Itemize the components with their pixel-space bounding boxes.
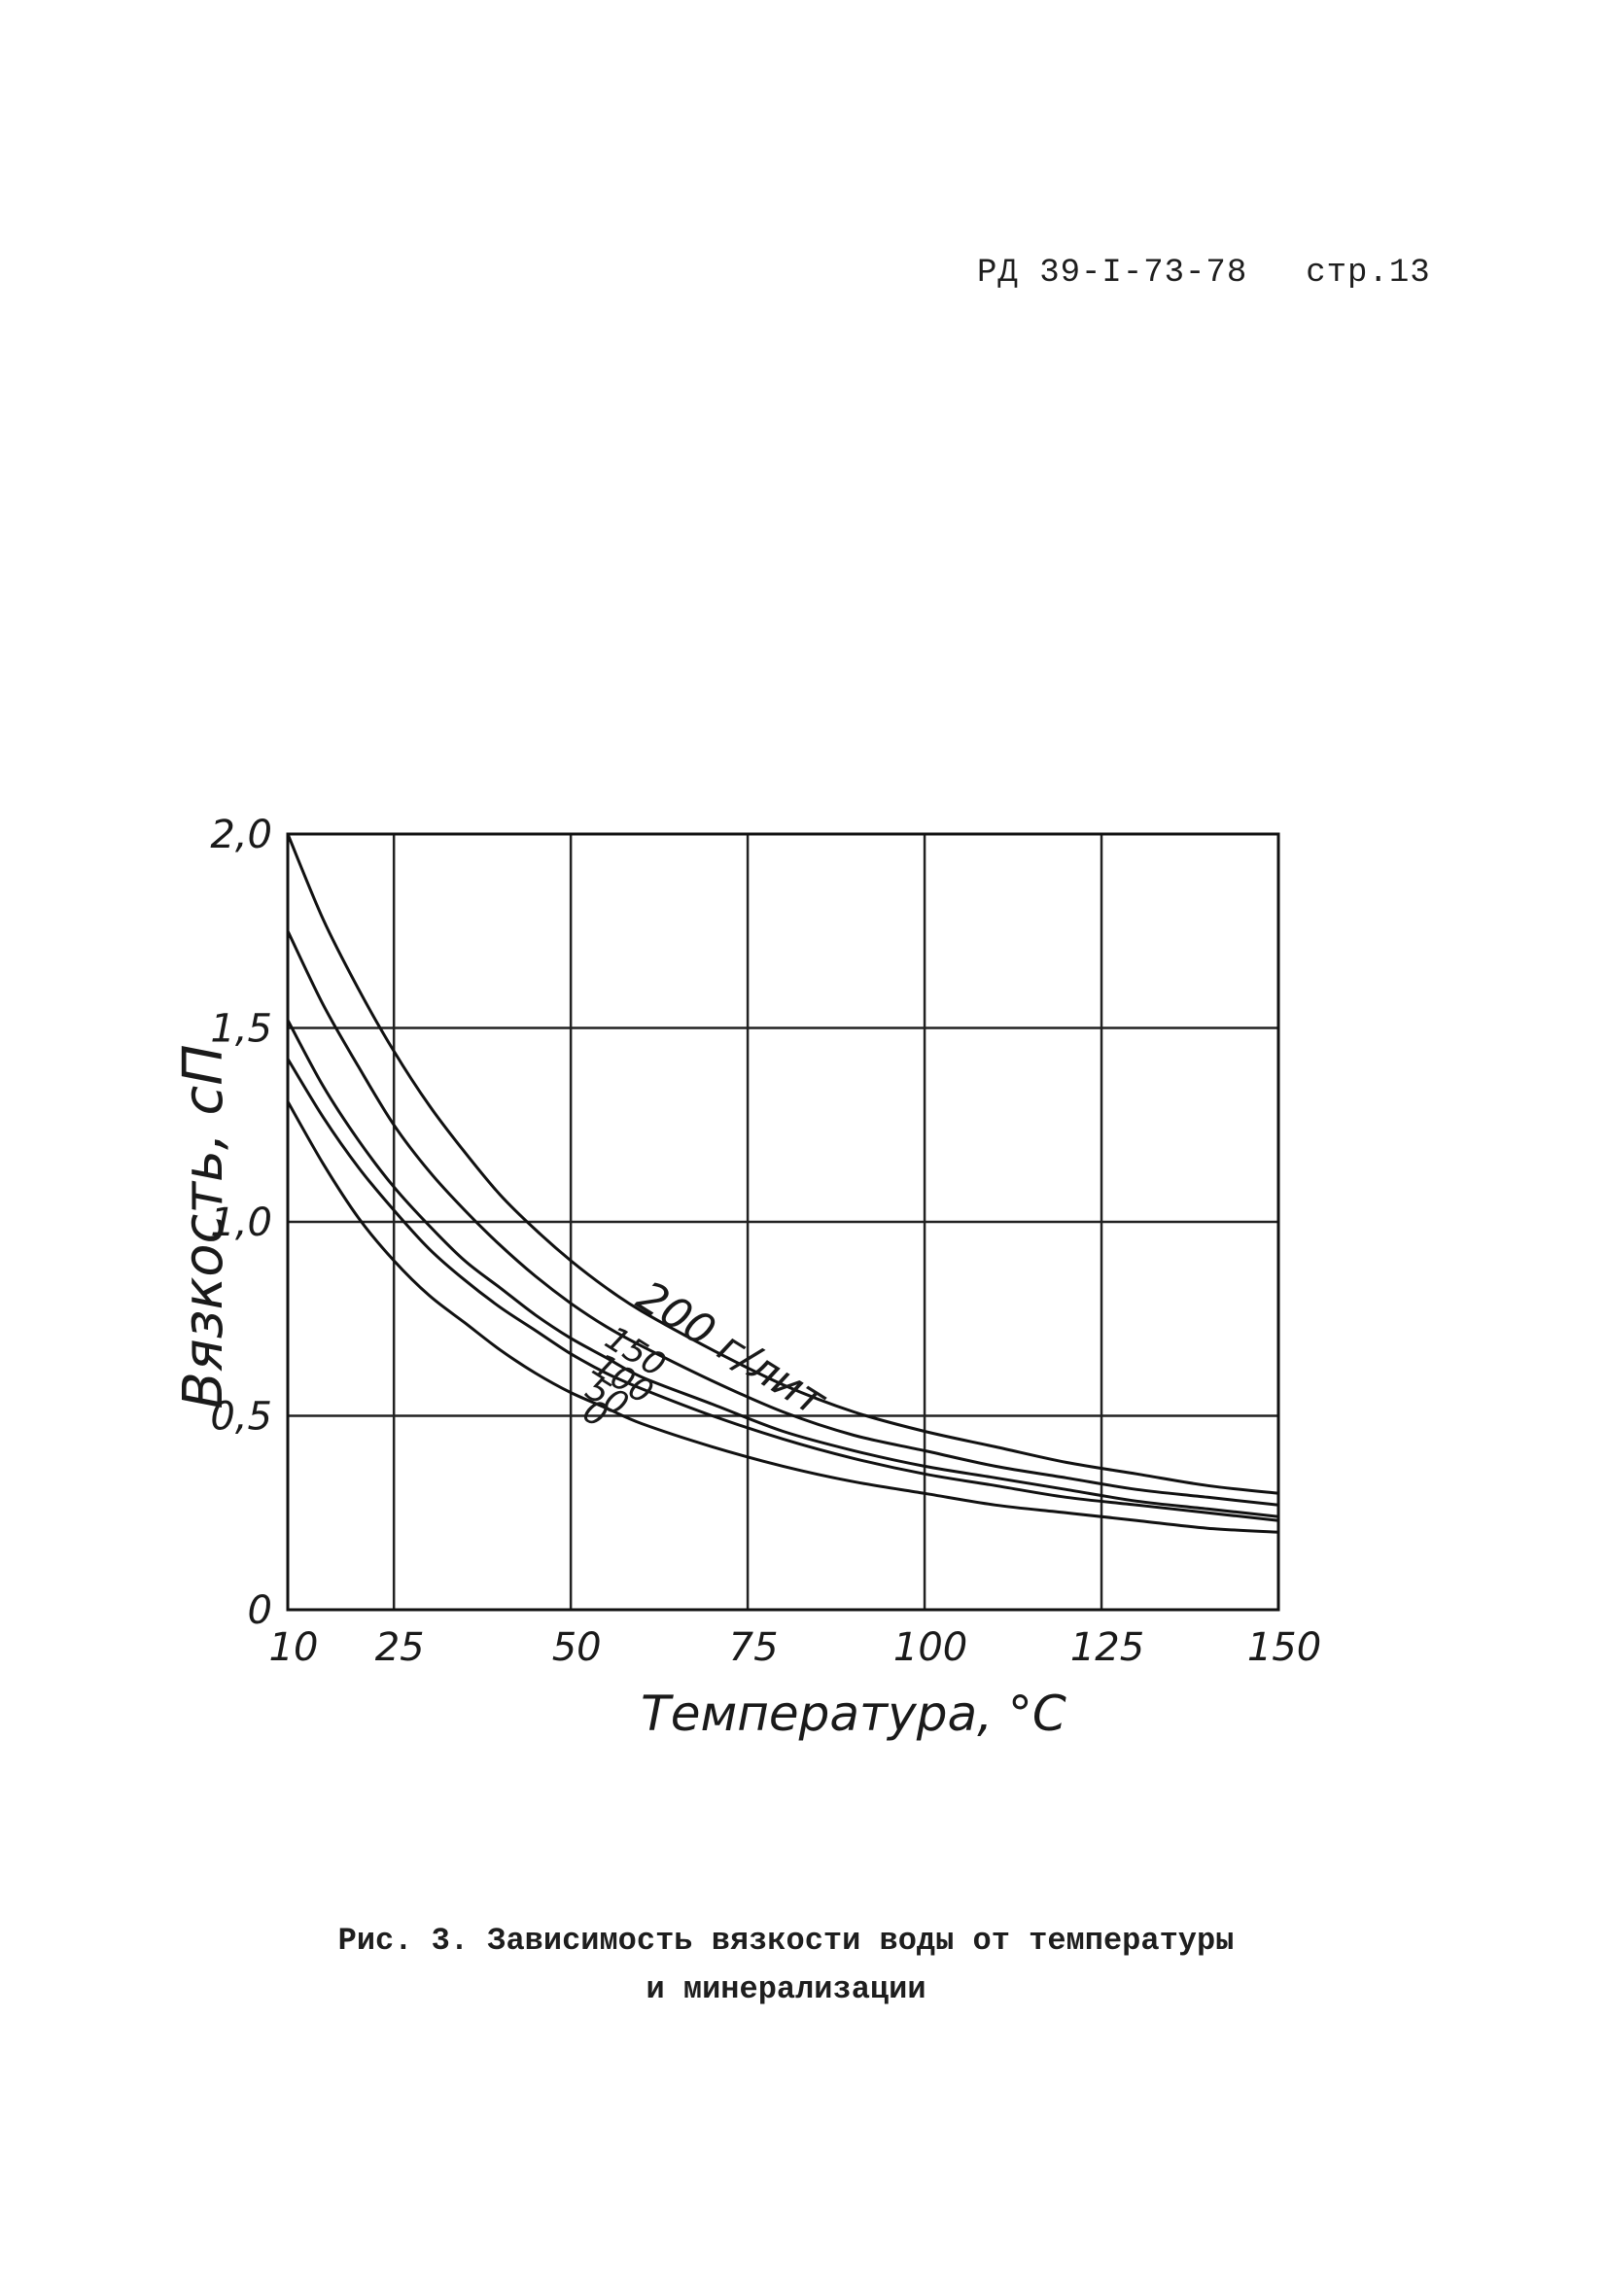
x-tick-label: 25 — [375, 1625, 425, 1670]
series-line-3 — [286, 1058, 1279, 1522]
series-line-2 — [286, 1019, 1279, 1518]
x-tick-label: 125 — [1070, 1625, 1144, 1670]
series-line-0 — [286, 833, 1279, 1495]
x-axis-label: Температура, °С — [641, 1686, 1066, 1742]
chart-curves — [286, 833, 1279, 1534]
figure-caption: Рис. 3. Зависимость вязкости воды от тем… — [0, 1917, 1607, 2014]
y-tick-label: 2,0 — [210, 813, 272, 857]
x-tick-label: 10 — [269, 1625, 319, 1670]
x-tick-label: 50 — [552, 1625, 602, 1670]
plot-frame — [286, 832, 1280, 1612]
y-axis-label: Вязкость, сП — [172, 1045, 235, 1409]
x-tick-label: 150 — [1247, 1625, 1321, 1670]
x-tick-label: 100 — [893, 1625, 967, 1670]
y-tick-label: 0,5 — [210, 1395, 272, 1440]
page-number: стр.13 — [1306, 255, 1431, 292]
document-id: РД 39-I-73-78 — [977, 255, 1248, 292]
caption-line-1: Рис. 3. Зависимость вязкости воды от тем… — [337, 1923, 1235, 1959]
x-tick-label: 75 — [729, 1625, 779, 1670]
y-tick-label: 1,5 — [210, 1007, 272, 1052]
chart-grid — [288, 834, 1278, 1610]
y-tick-label: 1,0 — [210, 1200, 272, 1245]
document-header: РД 39-I-73-78 стр.13 — [977, 255, 1431, 292]
series-line-1 — [286, 930, 1279, 1507]
y-tick-labels: 0 0,5 1,0 1,5 2,0 — [210, 813, 272, 1633]
series-line-4 — [286, 1100, 1279, 1534]
y-tick-label: 0 — [248, 1588, 272, 1633]
caption-line-2: и минерализации — [646, 1971, 926, 2007]
x-tick-labels: 10 25 50 75 100 125 150 — [269, 1625, 1322, 1670]
